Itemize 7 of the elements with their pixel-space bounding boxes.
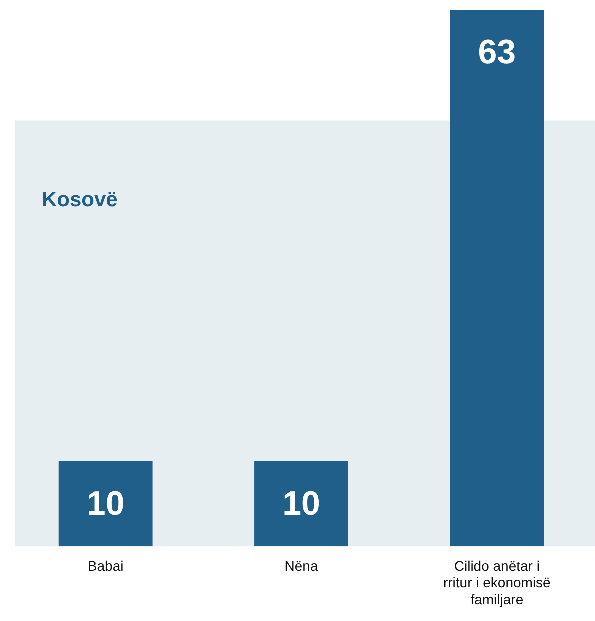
data-label: 10 [86, 484, 125, 523]
data-label: 10 [282, 484, 320, 523]
x-tick-label: Babai [88, 558, 124, 574]
x-tick-label: Cilido anëtar i rritur i ekonomisë familjare [443, 558, 552, 608]
x-tick-label: Nëna [284, 558, 318, 574]
band-label: Kosovë [42, 188, 118, 212]
data-label: 63 [478, 33, 516, 72]
